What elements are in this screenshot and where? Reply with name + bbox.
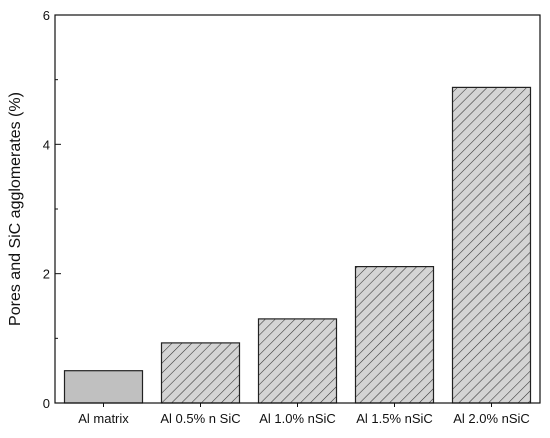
bar-2	[257, 318, 338, 404]
bar-1	[160, 342, 241, 404]
y-tick-label: 4	[43, 137, 50, 152]
y-axis-title: Pores and SiC agglomerates (%)	[7, 92, 24, 326]
bar-0	[63, 370, 144, 404]
y-tick-label: 2	[43, 267, 50, 282]
x-tick-label: Al 1.0% nSiC	[259, 411, 336, 426]
axis-layer: Al matrix Al 0.5% n SiC Al 1.0% nSiC Al 1.5…	[43, 8, 530, 426]
x-tick-label: Al matrix	[78, 411, 129, 426]
y-tick-label: 6	[43, 8, 50, 23]
x-tick-label: Al 1.5% nSiC	[356, 411, 433, 426]
x-tick-label: Al 0.5% n SiC	[160, 411, 240, 426]
y-tick-label: 0	[43, 396, 50, 411]
bars-layer	[63, 86, 532, 404]
bar-4	[451, 86, 532, 404]
x-tick-label: Al 2.0% nSiC	[453, 411, 530, 426]
bar-3	[354, 266, 435, 404]
